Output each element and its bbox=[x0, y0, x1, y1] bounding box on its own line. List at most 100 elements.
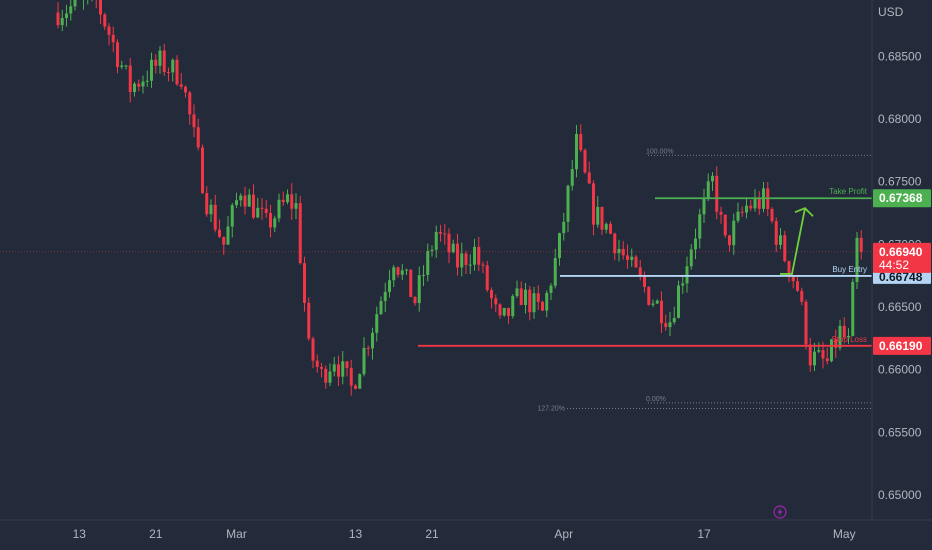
candle-body bbox=[825, 358, 829, 362]
time-tick-label: 13 bbox=[73, 527, 87, 541]
candle-body bbox=[171, 59, 175, 73]
candle-body bbox=[332, 364, 336, 372]
take-profit-price-tag-text: 0.67368 bbox=[879, 191, 923, 205]
candle-body bbox=[145, 80, 149, 82]
take-profit-price-tag-bg bbox=[873, 189, 931, 208]
candle-body bbox=[528, 289, 532, 313]
candle-body bbox=[116, 42, 119, 67]
candle-body bbox=[128, 65, 132, 93]
candle-body bbox=[218, 229, 221, 237]
candle-body bbox=[167, 72, 170, 74]
candle-body bbox=[481, 264, 485, 266]
candle-body bbox=[290, 194, 294, 209]
candle-body bbox=[855, 237, 859, 283]
candle-body bbox=[655, 300, 659, 304]
candle-body bbox=[617, 248, 621, 254]
candle-body bbox=[226, 226, 230, 245]
candle-body bbox=[298, 203, 302, 264]
candle-body bbox=[477, 246, 481, 265]
candle-body bbox=[252, 194, 255, 218]
candle-body bbox=[154, 59, 158, 66]
candle-body bbox=[519, 288, 523, 306]
candle-body bbox=[706, 181, 710, 198]
candle-body bbox=[485, 265, 489, 291]
candle-body bbox=[626, 255, 629, 261]
candle-body bbox=[681, 283, 685, 286]
candle-body bbox=[260, 207, 264, 209]
price-tick-label: 0.68500 bbox=[878, 49, 922, 63]
candle-body bbox=[320, 366, 323, 369]
fib-level-label: 127.20% bbox=[537, 405, 565, 412]
candle-body bbox=[647, 286, 651, 305]
time-tick-label: 21 bbox=[425, 527, 439, 541]
candle-body bbox=[541, 301, 544, 311]
candle-body bbox=[247, 194, 251, 207]
candles-layer bbox=[56, 0, 863, 396]
candle-body bbox=[630, 256, 634, 261]
candle-body bbox=[698, 214, 702, 239]
candle-body bbox=[711, 175, 714, 182]
candle-body bbox=[235, 200, 238, 206]
candle-body bbox=[311, 338, 315, 361]
candle-body bbox=[179, 84, 183, 87]
candle-body bbox=[383, 291, 387, 302]
candle-body bbox=[328, 371, 332, 383]
price-tick-label: 0.68000 bbox=[878, 112, 922, 126]
candle-body bbox=[273, 218, 277, 228]
stop-loss-price-tag-bg bbox=[873, 336, 931, 355]
time-tick-label: Apr bbox=[554, 527, 573, 541]
candle-body bbox=[604, 223, 608, 230]
lightning-icon[interactable] bbox=[773, 505, 787, 519]
candle-body bbox=[201, 147, 204, 194]
candle-body bbox=[715, 175, 719, 212]
candle-body bbox=[345, 361, 349, 368]
candle-body bbox=[804, 301, 808, 345]
candle-body bbox=[341, 361, 345, 377]
candle-body bbox=[553, 257, 557, 286]
candle-body bbox=[736, 211, 740, 221]
candle-body bbox=[150, 59, 153, 81]
candle-body bbox=[651, 303, 655, 305]
candle-body bbox=[511, 296, 515, 317]
price-tick-label: 0.65000 bbox=[878, 488, 922, 502]
candle-body bbox=[689, 249, 693, 267]
candle-body bbox=[409, 269, 413, 298]
candle-body bbox=[294, 203, 298, 209]
candle-body bbox=[664, 323, 668, 328]
candle-body bbox=[230, 205, 234, 227]
candle-body bbox=[209, 204, 213, 215]
time-tick-label: Mar bbox=[226, 527, 247, 541]
stop-loss-price-tag[interactable]: 0.66190 bbox=[873, 336, 931, 355]
take-profit-price-tag[interactable]: 0.67368 bbox=[873, 189, 931, 208]
buy-entry-price-tag-text: 0.66748 bbox=[879, 270, 923, 284]
candle-body bbox=[362, 347, 366, 375]
fib-level-label: 100.00% bbox=[646, 148, 674, 155]
level-label: Take Profit bbox=[829, 187, 868, 196]
candle-body bbox=[222, 236, 226, 245]
projection-arrow bbox=[780, 208, 806, 275]
time-tick-label: 17 bbox=[697, 527, 711, 541]
candle-body bbox=[596, 206, 600, 225]
candle-body bbox=[566, 185, 570, 222]
candle-body bbox=[451, 243, 455, 253]
candle-body bbox=[558, 233, 561, 258]
candle-body bbox=[175, 59, 179, 85]
price-tick-label: 0.66000 bbox=[878, 363, 922, 377]
candle-body bbox=[69, 6, 73, 14]
candle-body bbox=[303, 263, 306, 303]
price-tick-label: 0.65500 bbox=[878, 425, 922, 439]
candle-body bbox=[796, 281, 799, 291]
candle-body bbox=[592, 183, 595, 225]
candle-body bbox=[830, 339, 833, 362]
candle-body bbox=[507, 307, 510, 317]
candle-body bbox=[439, 231, 442, 234]
candle-body bbox=[422, 274, 425, 276]
candle-body bbox=[324, 368, 328, 383]
candle-body bbox=[536, 293, 540, 302]
candle-body bbox=[800, 290, 804, 302]
time-axis[interactable]: 13 21 Mar 13 21 Apr 17 May bbox=[73, 527, 856, 541]
candle-body bbox=[460, 253, 464, 268]
candle-body bbox=[264, 208, 268, 214]
